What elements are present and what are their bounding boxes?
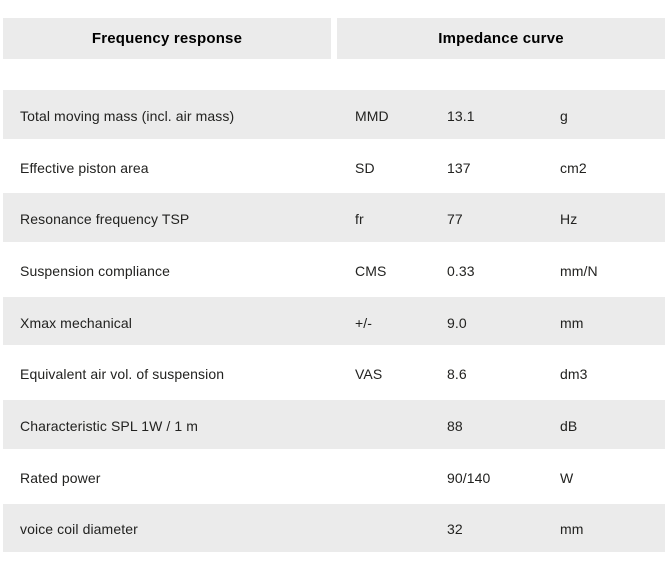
tab-impedance-curve[interactable]: Impedance curve	[337, 18, 665, 59]
parameter-unit: dB	[560, 417, 578, 434]
parameter-symbol: +/-	[355, 314, 373, 331]
parameter-label: Rated power	[20, 469, 101, 486]
parameter-symbol: VAS	[355, 366, 383, 383]
parameter-value: 9.0	[447, 314, 467, 331]
tab-frequency-response[interactable]: Frequency response	[3, 18, 331, 59]
parameter-value: 137	[447, 159, 471, 176]
parameter-unit: Hz	[560, 211, 578, 228]
parameter-unit: cm2	[560, 159, 587, 176]
parameter-label: voice coil diameter	[20, 521, 138, 538]
parameter-value: 32	[447, 521, 463, 538]
parameter-unit: mm	[560, 521, 584, 538]
parameter-unit: dm3	[560, 366, 588, 383]
table-row: Equivalent air vol. of suspension VAS 8.…	[3, 348, 665, 400]
parameter-label: Resonance frequency TSP	[20, 211, 190, 228]
parameter-symbol: MMD	[355, 107, 389, 124]
parameter-symbol: fr	[355, 211, 364, 228]
table-row: Total moving mass (incl. air mass) MMD 1…	[3, 90, 665, 142]
parameter-unit: mm/N	[560, 262, 598, 279]
parameter-value: 77	[447, 211, 463, 228]
parameter-value: 90/140	[447, 469, 491, 486]
table-row: Suspension compliance CMS 0.33 mm/N	[3, 245, 665, 297]
table-row: voice coil diameter 32 mm	[3, 503, 665, 556]
parameter-label: Xmax mechanical	[20, 314, 132, 331]
table-row: Resonance frequency TSP fr 77 Hz	[3, 193, 665, 246]
parameter-label: Equivalent air vol. of suspension	[20, 366, 225, 383]
parameter-unit: g	[560, 107, 568, 124]
parameter-label: Characteristic SPL 1W / 1 m	[20, 417, 199, 434]
parameter-value: 13.1	[447, 107, 475, 124]
table-row: Xmax mechanical +/- 9.0 mm	[3, 296, 665, 349]
table-row: Characteristic SPL 1W / 1 m 88 dB	[3, 400, 665, 452]
tab-bar: Frequency response Impedance curve	[3, 18, 665, 59]
parameter-value: 8.6	[447, 366, 467, 383]
spec-table: Total moving mass (incl. air mass) MMD 1…	[3, 90, 665, 556]
parameter-symbol: SD	[355, 159, 375, 176]
parameter-label: Suspension compliance	[20, 262, 170, 279]
parameter-value: 88	[447, 417, 463, 434]
parameter-unit: W	[560, 469, 574, 486]
table-row: Effective piston area SD 137 cm2	[3, 142, 665, 194]
parameter-label: Effective piston area	[20, 159, 149, 176]
parameter-value: 0.33	[447, 262, 475, 279]
parameter-symbol: CMS	[355, 262, 387, 279]
parameter-label: Total moving mass (incl. air mass)	[20, 107, 235, 124]
parameter-unit: mm	[560, 314, 584, 331]
table-row: Rated power 90/140 W	[3, 452, 665, 504]
